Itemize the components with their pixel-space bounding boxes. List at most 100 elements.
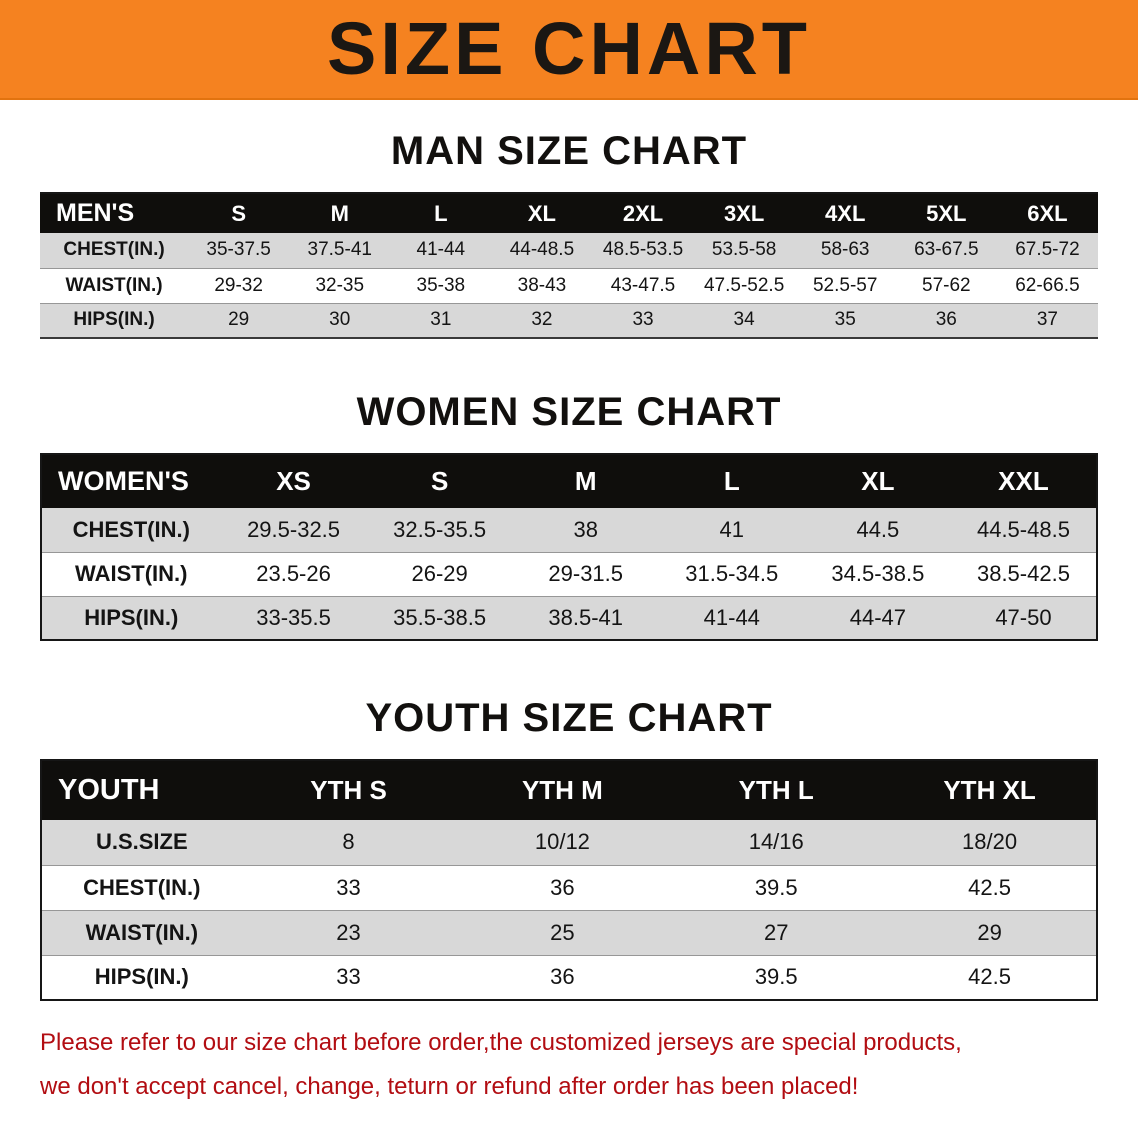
measurement-value: 38.5-42.5 xyxy=(976,561,1070,586)
measurement-label: WAIST(IN.) xyxy=(85,919,199,945)
measurement-value: 37.5-41 xyxy=(307,239,372,261)
size-column-header: S xyxy=(366,454,513,508)
measurement-value: 44.5-48.5 xyxy=(976,516,1070,542)
measurement-value: 58-63 xyxy=(820,239,870,261)
measurement-value: 29.5-32.5 xyxy=(247,516,341,542)
measurement-value: 38.5-41 xyxy=(548,604,624,630)
size-column-header: YTH L xyxy=(669,760,884,820)
size-column-header: YTH XL xyxy=(883,760,1097,820)
measurement-value: 23.5-26 xyxy=(256,561,331,586)
measurement-value: 34.5-38.5 xyxy=(831,561,925,586)
table-row: CHEST(IN.) 35-37.5 37.5-41 41-44 44-48.5 48.5… xyxy=(40,233,1098,268)
size-column-header: XS xyxy=(220,454,367,508)
table-header-row: WOMEN'S XS S M L XL XXL xyxy=(41,454,1097,508)
measurement-value: 36 xyxy=(550,874,575,900)
measurement-label: CHEST(IN.) xyxy=(63,239,165,261)
measurement-value: 10/12 xyxy=(534,829,590,855)
measurement-value: 23 xyxy=(336,919,361,945)
measurement-value: 33 xyxy=(632,309,654,331)
page-title: SIZE CHART xyxy=(327,7,811,90)
size-column-header: 2XL xyxy=(592,193,694,233)
size-column-header: 4XL xyxy=(794,193,896,233)
measurement-value: 31 xyxy=(430,309,452,331)
size-column-header: YTH S xyxy=(241,760,456,820)
measurement-value: 33 xyxy=(336,874,361,900)
size-column-header: L xyxy=(658,454,805,508)
measurement-value: 29 xyxy=(977,919,1002,945)
table-row: U.S.SIZE 8 10/12 14/16 18/20 xyxy=(41,820,1097,865)
measurement-value: 38 xyxy=(573,516,598,542)
measurement-label: WAIST(IN.) xyxy=(75,561,188,586)
measurement-value: 31.5-34.5 xyxy=(685,561,779,586)
measurement-value: 63-67.5 xyxy=(914,239,979,261)
table-row: WAIST(IN.) 23 25 27 29 xyxy=(41,910,1097,955)
measurement-value: 42.5 xyxy=(968,874,1011,900)
measurement-label: HIPS(IN.) xyxy=(73,309,155,331)
measurement-value: 32-35 xyxy=(315,274,365,296)
measurement-value: 41-44 xyxy=(416,239,466,261)
size-column-header: L xyxy=(390,193,492,233)
measurement-value: 29-32 xyxy=(214,274,263,296)
table-row: CHEST(IN.) 29.5-32.5 32.5-35.5 38 41 44.5 44.5… xyxy=(41,508,1097,552)
table-row: HIPS(IN.) 29 30 31 32 33 34 35 36 37 xyxy=(40,303,1098,338)
table-row: HIPS(IN.) 33-35.5 35.5-38.5 38.5-41 41-44 44-… xyxy=(41,596,1097,640)
measurement-value: 35-37.5 xyxy=(206,239,271,261)
measurement-value: 53.5-58 xyxy=(711,239,777,261)
measurement-value: 33-35.5 xyxy=(256,604,331,630)
measurement-value: 29 xyxy=(228,309,250,331)
measurement-value: 57-62 xyxy=(922,274,971,296)
measurement-value: 34 xyxy=(733,309,755,331)
size-column-header: XL xyxy=(491,193,593,233)
measurement-value: 36 xyxy=(935,309,957,331)
size-column-header: XXL xyxy=(950,454,1097,508)
measurement-value: 14/16 xyxy=(748,829,804,855)
table-row: WAIST(IN.) 29-32 32-35 35-38 38-43 43-47.5 47.… xyxy=(40,268,1098,303)
measurement-value: 48.5-53.5 xyxy=(602,239,684,261)
measurement-value: 35 xyxy=(834,309,856,331)
measurement-label: U.S.SIZE xyxy=(95,829,188,855)
measurement-value: 41-44 xyxy=(703,604,760,630)
size-column-header: M xyxy=(289,193,391,233)
measurement-value: 47.5-52.5 xyxy=(703,274,785,296)
table-row: CHEST(IN.) 33 36 39.5 42.5 xyxy=(41,865,1097,910)
measurement-value: 42.5 xyxy=(968,964,1011,990)
measurement-value: 44-47 xyxy=(849,604,906,630)
measurement-value: 27 xyxy=(763,919,789,945)
measurement-value: 8 xyxy=(342,829,355,855)
youth-size-table: YOUTH YTH S YTH M YTH L YTH XL U.S.SIZE 8 10/12… xyxy=(40,759,1098,1001)
measurement-label: CHEST(IN.) xyxy=(72,516,190,542)
measurement-value: 35.5-38.5 xyxy=(393,604,487,630)
size-column-header: YTH M xyxy=(455,760,670,820)
youth-size-heading: YOUTH SIZE CHART xyxy=(365,696,773,740)
measurement-value: 62-66.5 xyxy=(1015,274,1080,296)
measurement-value: 18/20 xyxy=(962,829,1018,855)
size-chart-banner: SIZE CHART xyxy=(0,0,1138,100)
measurement-label: WAIST(IN.) xyxy=(65,274,163,296)
measurement-label: HIPS(IN.) xyxy=(84,604,179,630)
man-size-section: MAN SIZE CHART MEN'S S M L XL 2XL 3XL 4XL 5XL 6XL… xyxy=(0,128,1138,339)
size-column-header: 5XL xyxy=(895,193,997,233)
disclaimer-line-2: we don't accept cancel, change, teturn o… xyxy=(40,1073,859,1101)
size-column-header: S xyxy=(188,193,290,233)
measurement-label: CHEST(IN.) xyxy=(83,874,201,900)
measurement-value: 33 xyxy=(336,964,361,990)
table-row: WAIST(IN.) 23.5-26 26-29 29-31.5 31.5-34.5 34… xyxy=(41,552,1097,596)
measurement-value: 36 xyxy=(550,964,575,990)
measurement-value: 41 xyxy=(719,516,745,542)
measurement-value: 44.5 xyxy=(856,516,900,542)
size-column-header: M xyxy=(512,454,659,508)
measurement-value: 29-31.5 xyxy=(548,561,624,586)
mens-size-table: MEN'S S M L XL 2XL 3XL 4XL 5XL 6XL CHEST(IN.) 35-37… xyxy=(40,192,1098,339)
measurement-value: 67.5-72 xyxy=(1015,239,1080,261)
table-corner-label: YOUTH xyxy=(41,760,242,820)
women-size-heading: WOMEN SIZE CHART xyxy=(356,390,782,434)
measurement-value: 30 xyxy=(329,309,351,331)
size-column-header: XL xyxy=(804,454,951,508)
table-header-row: MEN'S S M L XL 2XL 3XL 4XL 5XL 6XL xyxy=(40,193,1098,233)
measurement-value: 44-48.5 xyxy=(509,239,575,261)
table-row: HIPS(IN.) 33 36 39.5 42.5 xyxy=(41,955,1097,1000)
womens-size-table: WOMEN'S XS S M L XL XXL CHEST(IN.) 29.5-32.5 32.5… xyxy=(40,453,1098,641)
measurement-value: 35-38 xyxy=(416,274,466,296)
table-header-row: YOUTH YTH S YTH M YTH L YTH XL xyxy=(41,760,1097,820)
disclaimer-line-1: Please refer to our size chart before or… xyxy=(40,1029,962,1056)
